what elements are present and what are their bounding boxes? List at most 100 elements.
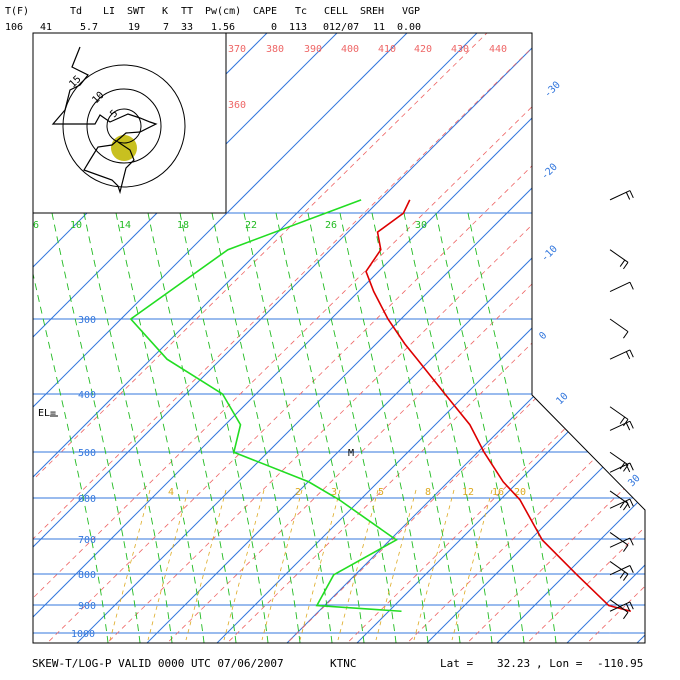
wind-barb-feather [629, 601, 634, 610]
pressure-label: 1000 [71, 629, 95, 640]
wind-barb [609, 190, 634, 201]
wind-barb-staff [609, 249, 629, 263]
header-label-temp-f: T(F) [5, 6, 29, 17]
wind-barb-feather [625, 464, 631, 473]
hodograph-ring-10 [86, 88, 162, 164]
isotherm-line [459, 33, 645, 643]
dry-adiabat-line [33, 33, 551, 643]
mixing-ratio-line [147, 489, 189, 641]
hodograph-trace [51, 46, 158, 195]
wind-barb-feather [629, 190, 634, 199]
header-value-temp-f: 106 [5, 22, 23, 33]
moist-adiabat-line [435, 212, 527, 643]
mixing-ratio-label: 4 [168, 487, 174, 498]
wind-barb-staff [609, 561, 629, 575]
moist-adiabat-line [51, 212, 143, 643]
header-value-pw: 1.56 [211, 22, 235, 33]
wind-barb-staff [609, 565, 631, 576]
footer: SKEW-T/LOG-P VALID 0000 UTC 07/06/2007 K… [32, 657, 643, 670]
mixing-ratio-label: 3 [331, 487, 337, 498]
isotherm-label: 30 [626, 473, 642, 489]
moist-adiabat-line [371, 212, 463, 643]
wind-barb-feather [629, 498, 634, 507]
mixing-ratio-line [451, 489, 493, 641]
footer-lat-label: Lat = [440, 657, 473, 670]
isotherm-label: 10 [554, 391, 570, 407]
wind-barb-staff [609, 532, 629, 546]
moist-adiabat-line [467, 212, 559, 643]
isotherm-line [33, 33, 441, 643]
wind-barb [609, 349, 634, 360]
header-label-tc: Tc [295, 6, 307, 17]
moist-adiabat-line [275, 212, 367, 643]
wind-barb-staff [609, 451, 629, 466]
moist-adiabat-label: 14 [119, 220, 131, 231]
moist-adiabat-line [403, 212, 495, 643]
isotherm-line [33, 33, 581, 643]
header-value-li: 5.7 [80, 22, 98, 33]
mixing-ratio-line [261, 489, 303, 641]
moist-adiabat-label: 10 [70, 220, 82, 231]
header-label-tt: TT [181, 6, 193, 17]
wind-barb-feather [629, 565, 634, 573]
dry-adiabat-line [269, 33, 645, 643]
wind-barb-feather [629, 349, 634, 358]
dry-adiabat-line [33, 33, 611, 643]
header-label-li: LI [103, 6, 115, 17]
moist-adiabat-label: 18 [177, 220, 189, 231]
moist-adiabat-line [307, 212, 399, 643]
header-label-cape: CAPE [253, 6, 277, 17]
dry-adiabat-label: 390 [304, 44, 322, 55]
mixing-ratio-label: 5 [378, 487, 384, 498]
wind-barb [609, 537, 634, 548]
wind-barb-feather [625, 500, 631, 509]
hodograph-inset: 5 10 15 [32, 32, 227, 214]
wind-barb [609, 532, 629, 552]
pressure-label: 800 [78, 570, 96, 581]
wind-barb-feather [625, 603, 631, 612]
wind-barb [609, 601, 634, 612]
wind-barb-staff [609, 190, 631, 201]
hodograph-frame [32, 32, 227, 214]
wind-barb-feather [623, 262, 629, 270]
dry-adiabat-line [569, 33, 645, 643]
isotherm-line [389, 33, 645, 643]
wind-barb-staff [609, 537, 631, 548]
mixing-ratio-line [337, 489, 379, 641]
plot-frame [32, 32, 646, 644]
wind-barb-feather [619, 259, 626, 267]
wind-barb [609, 249, 629, 270]
isotherm-line [670, 0, 680, 680]
wind-barb-feather [619, 571, 626, 579]
isotherm-line [0, 0, 20, 680]
isotherm-line [319, 33, 645, 643]
isotherm-line [109, 33, 645, 643]
header-value-k: 7 [163, 22, 169, 33]
header-label-k: K [162, 6, 168, 17]
header-value-cell: 012/07 [323, 22, 359, 33]
moist-adiabat-label: 26 [325, 220, 337, 231]
wind-barb-staff [609, 420, 631, 431]
isotherm-label: 0 [537, 330, 549, 342]
mixing-ratio-label: 20 [514, 487, 526, 498]
mixing-ratio-line [375, 489, 417, 641]
wind-barb [609, 561, 629, 581]
mixing-ratio-line [299, 489, 341, 641]
wind-barb [609, 565, 634, 576]
header-value-swt: 19 [128, 22, 140, 33]
isotherm-line [179, 33, 645, 643]
wind-barb [609, 498, 634, 509]
wind-barb-feather [625, 422, 631, 431]
mixing-ratio-line [223, 489, 265, 641]
mixing-ratio-label: 12 [462, 487, 474, 498]
dry-adiabat-line [629, 33, 645, 643]
dry-adiabat-line [33, 33, 491, 643]
mixing-ratio-line [109, 489, 151, 641]
wind-barb-staff [609, 498, 631, 509]
wind-barb-staff [609, 318, 629, 333]
wind-barb-staff [609, 462, 631, 473]
footer-lat-value: 32.23 [497, 657, 530, 670]
wind-barb-feather [629, 537, 634, 546]
wind-barb-feather [629, 420, 634, 429]
